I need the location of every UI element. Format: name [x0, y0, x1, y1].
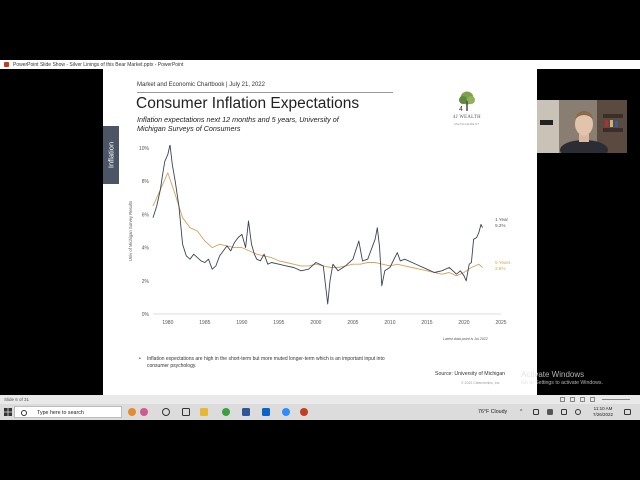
x-tick-label: 2000 [310, 320, 321, 326]
series-name-5-years: 5 Years [495, 260, 511, 265]
zoom-app-icon[interactable] [282, 408, 290, 416]
series-end-value-1-year: 5.2% [495, 223, 505, 228]
activate-windows-watermark: Activate Windows Go to Settings to activ… [521, 370, 603, 386]
x-tick-label: 1990 [236, 320, 247, 326]
source-label: Source: University of Michigan [435, 371, 506, 377]
search-highlight-icon[interactable] [128, 408, 136, 416]
window-titlebar: PowerPoint Slide Show - Silver Linings o… [0, 60, 640, 69]
x-tick-label: 2010 [384, 320, 395, 326]
data-note: Latest data point is Jul 2022 [443, 337, 488, 341]
search-icon [21, 410, 27, 416]
logo-subtext: MANAGEMENT [454, 122, 480, 126]
cortana-icon[interactable] [162, 408, 170, 416]
x-tick-label: 2025 [495, 320, 506, 326]
section-tab: Inflation [103, 126, 119, 184]
bullet-point: • Inflation expectations are high in the… [139, 356, 399, 369]
x-tick-label: 1980 [162, 320, 173, 326]
network-icon[interactable] [533, 409, 539, 415]
windows-taskbar: Type here to search 76°F Cloudy ^ 11:10 … [0, 404, 640, 420]
x-tick-label: 1985 [199, 320, 210, 326]
watermark-subtitle: Go to Settings to activate Windows. [521, 380, 603, 386]
taskbar-search-box[interactable]: Type here to search [14, 406, 122, 418]
volume-icon[interactable] [575, 409, 581, 415]
slide-header: Market and Economic Chartbook | July 21,… [137, 82, 265, 88]
series-line-5-years [152, 172, 483, 277]
bullet-dot: • [139, 356, 141, 362]
series-name-1-year: 1 Year [495, 217, 508, 222]
powerpoint-icon [4, 62, 9, 67]
task-view-icon[interactable] [182, 408, 190, 416]
reading-view-icon[interactable] [580, 396, 585, 402]
y-tick-label: 2% [142, 279, 150, 285]
y-axis-label: Univ of Michigan Survey Results [128, 201, 133, 261]
x-tick-label: 2020 [458, 320, 469, 326]
x-tick-label: 2005 [347, 320, 358, 326]
slide-subtitle: Inflation expectations next 12 months an… [137, 115, 339, 133]
series-line-1-year [152, 145, 483, 305]
slide-sorter-icon[interactable] [570, 396, 575, 402]
webcam-person-image [537, 100, 627, 153]
bullet-text: Inflation expectations are high in the s… [147, 356, 385, 369]
wifi-icon[interactable] [561, 409, 567, 415]
notification-icon[interactable] [624, 409, 631, 415]
x-tick-label: 1995 [273, 320, 284, 326]
y-tick-label: 0% [142, 312, 150, 318]
tree-logo-icon: 4 [459, 91, 475, 113]
series-end-value-5-years: 2.8% [495, 266, 505, 271]
y-tick-label: 10% [139, 146, 150, 152]
logo-text: 4J WEALTH [453, 115, 481, 120]
system-clock[interactable]: 11:10 AM 7/26/2022 [593, 406, 613, 418]
copyright-label: © 2022 Clearnomics, Inc. [461, 381, 501, 385]
powerpoint-taskbar-icon[interactable] [300, 408, 308, 416]
y-tick-label: 8% [142, 179, 150, 185]
normal-view-icon[interactable] [560, 396, 565, 402]
x-tick-label: 2015 [421, 320, 432, 326]
y-tick-label: 4% [142, 246, 150, 252]
presentation-statusbar: Slide 6 of 31 [0, 395, 640, 404]
y-tick-label: 6% [142, 212, 150, 218]
company-logo: 4 4J WEALTH MANAGEMENT [447, 91, 487, 131]
clock-date: 7/26/2022 [593, 411, 614, 417]
weather-widget[interactable]: 76°F Cloudy [478, 409, 508, 415]
outlook-icon[interactable] [262, 408, 270, 416]
windows-start-icon[interactable] [4, 408, 12, 416]
slide[interactable]: Inflation Market and Economic Chartbook … [103, 69, 537, 395]
file-explorer-icon[interactable] [200, 408, 208, 416]
onedrive-icon[interactable] [547, 409, 553, 415]
webcam-feed [537, 100, 627, 153]
search-placeholder: Type here to search [37, 410, 84, 416]
slide-title: Consumer Inflation Expectations [136, 95, 360, 112]
watermark-title: Activate Windows [521, 370, 585, 379]
window-title: PowerPoint Slide Show - Silver Linings o… [13, 61, 184, 68]
chevron-up-icon[interactable]: ^ [520, 409, 523, 415]
word-icon[interactable] [242, 408, 250, 416]
zoom-slider[interactable] [602, 399, 630, 400]
letterbox-bottom [0, 420, 640, 480]
inflation-chart: 0% 2% 4% 6% 8% 10% 1980 1985 1990 1995 2000 2005 201… [128, 145, 511, 326]
slideshow-view-icon[interactable] [590, 396, 595, 402]
chrome-icon[interactable] [222, 408, 230, 416]
svg-text:4: 4 [459, 106, 463, 113]
section-tab-label: Inflation [106, 141, 116, 169]
header-divider [137, 92, 393, 93]
news-widget-icon[interactable] [140, 408, 148, 416]
slide-counter: Slide 6 of 31 [4, 397, 30, 402]
clock-time: 11:10 AM [593, 405, 613, 411]
